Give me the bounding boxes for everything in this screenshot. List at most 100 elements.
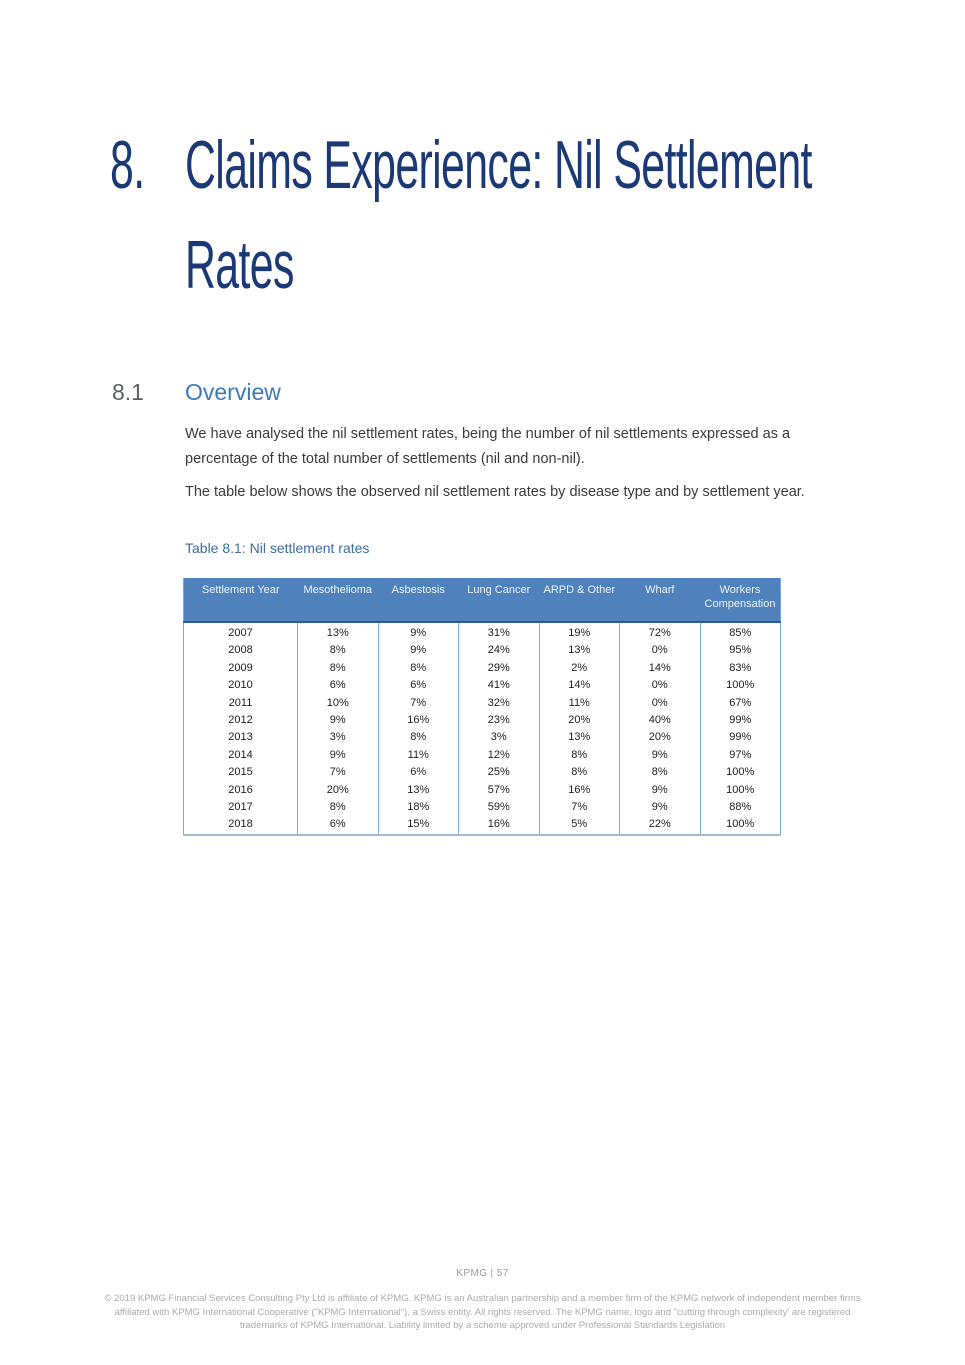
table-row: 2008 8% 9% 24% 13% 0% 95% <box>183 642 781 660</box>
table-row: 2016 20% 13% 57% 16% 9% 100% <box>183 781 781 800</box>
column-header: Lung Cancer <box>458 578 539 623</box>
table-cell: 2008 <box>183 642 298 660</box>
table-cell: 9% <box>619 799 700 817</box>
table-cell: 13% <box>297 622 378 643</box>
table-cell: 3% <box>297 729 378 747</box>
table-body: 2007 13% 9% 31% 19% 72% 85% 2008 8% 9% 24% 13% 0% 95%… <box>183 622 781 835</box>
table-cell: 2% <box>538 659 620 678</box>
copyright-line: trademarks of KPMG International. Liabil… <box>239 1320 726 1331</box>
table-cell: 12% <box>458 746 539 765</box>
table-cell: 9% <box>297 746 378 765</box>
table-cell: 2009 <box>183 659 298 678</box>
table-cell: 13% <box>377 781 459 800</box>
table-cell: 95% <box>699 642 781 660</box>
column-header: Wharf <box>619 578 700 623</box>
table-cell: 2013 <box>183 729 298 747</box>
chapter-title: Claims Experience: Nil Settlement Rates <box>185 127 812 303</box>
table-cell: 22% <box>619 816 700 835</box>
column-header: Mesothelioma <box>297 578 378 623</box>
table-cell: 2017 <box>183 799 298 817</box>
table-cell: 16% <box>377 712 459 730</box>
table-cell: 2010 <box>183 677 298 695</box>
table-cell: 10% <box>297 694 378 713</box>
table-cell: 13% <box>538 642 620 660</box>
table-cell: 8% <box>619 764 700 782</box>
table-row: 2010 6% 6% 41% 14% 0% 100% <box>183 677 781 695</box>
table-header: Settlement Year Mesothelioma Asbestosis Lun… <box>183 578 781 623</box>
table-cell: 100% <box>699 764 781 782</box>
table-cell: 9% <box>377 642 459 660</box>
table-cell: 9% <box>619 746 700 765</box>
table-cell: 8% <box>297 799 378 817</box>
overview-paragraph-2: The table below shows the observed nil s… <box>185 484 805 500</box>
table-cell: 24% <box>458 642 539 660</box>
table-cell: 57% <box>458 781 539 800</box>
table-cell: 9% <box>619 781 700 800</box>
table-cell: 8% <box>377 659 459 678</box>
table-cell: 13% <box>538 729 620 747</box>
page-number-label: KPMG | 57 <box>456 1268 509 1279</box>
overview-paragraph-1: We have analysed the nil settlement rate… <box>185 426 791 467</box>
table-cell: 2016 <box>183 781 298 800</box>
table-cell: 0% <box>619 677 700 695</box>
table-cell: 99% <box>699 729 781 747</box>
table-cell: 2011 <box>183 694 298 713</box>
table-cell: 5% <box>538 816 620 835</box>
table-cell: 16% <box>458 816 539 835</box>
table-cell: 67% <box>699 694 781 713</box>
table-row: 2011 10% 7% 32% 11% 0% 67% <box>183 694 781 713</box>
table-cell: 100% <box>699 677 781 695</box>
table-cell: 100% <box>699 781 781 800</box>
table-cell: 6% <box>297 816 378 835</box>
table-cell: 85% <box>699 622 781 643</box>
table-cell: 6% <box>297 677 378 695</box>
table-cell: 3% <box>458 729 539 747</box>
table-cell: 0% <box>619 642 700 660</box>
table-cell: 2015 <box>183 764 298 782</box>
column-header: Settlement Year <box>183 578 298 623</box>
table-cell: 2018 <box>183 816 298 835</box>
table-cell: 9% <box>377 622 459 643</box>
table-cell: 23% <box>458 712 539 730</box>
table-cell: 2014 <box>183 746 298 765</box>
copyright-line: © 2019 KPMG Financial Services Consultin… <box>104 1293 861 1304</box>
table-cell: 25% <box>458 764 539 782</box>
table-cell: 20% <box>619 729 700 747</box>
table-cell: 40% <box>619 712 700 730</box>
table-cell: 11% <box>377 746 459 765</box>
table-cell: 88% <box>699 799 781 817</box>
table-cell: 0% <box>619 694 700 713</box>
table-cell: 29% <box>458 659 539 678</box>
table-cell: 2012 <box>183 712 298 730</box>
table-cell: 100% <box>699 816 781 835</box>
table-cell: 99% <box>699 712 781 730</box>
table-cell: 7% <box>538 799 620 817</box>
table-cell: 97% <box>699 746 781 765</box>
table-row: 2017 8% 18% 59% 7% 9% 88% <box>183 799 781 817</box>
table-header-row: Settlement Year Mesothelioma Asbestosis Lun… <box>183 578 781 623</box>
table-cell: 18% <box>377 799 459 817</box>
table-cell: 20% <box>297 781 378 800</box>
table-cell: 31% <box>458 622 539 643</box>
section-title: Overview <box>185 379 281 405</box>
column-header: Asbestosis <box>378 578 459 623</box>
table-cell: 11% <box>538 694 620 713</box>
table-row: 2015 7% 6% 25% 8% 8% 100% <box>183 764 781 782</box>
table-caption: Table 8.1: Nil settlement rates <box>185 540 370 556</box>
table-row: 2018 6% 15% 16% 5% 22% 100% <box>183 816 781 835</box>
table-cell: 7% <box>297 764 378 782</box>
table-cell: 14% <box>619 659 700 678</box>
section-number: 8.1 <box>112 379 144 405</box>
table-cell: 16% <box>538 781 620 800</box>
table-cell: 6% <box>377 677 459 695</box>
table-cell: 8% <box>538 764 620 782</box>
table-cell: 9% <box>297 712 378 730</box>
table-cell: 15% <box>377 816 459 835</box>
copyright-line: affiliated with KPMG International Coope… <box>114 1306 851 1318</box>
table-row: 2012 9% 16% 23% 20% 40% 99% <box>183 712 781 730</box>
table-cell: 8% <box>538 746 620 765</box>
chapter-number: 8. <box>110 127 145 203</box>
table-cell: 72% <box>619 622 700 643</box>
table-cell: 2007 <box>183 622 298 643</box>
